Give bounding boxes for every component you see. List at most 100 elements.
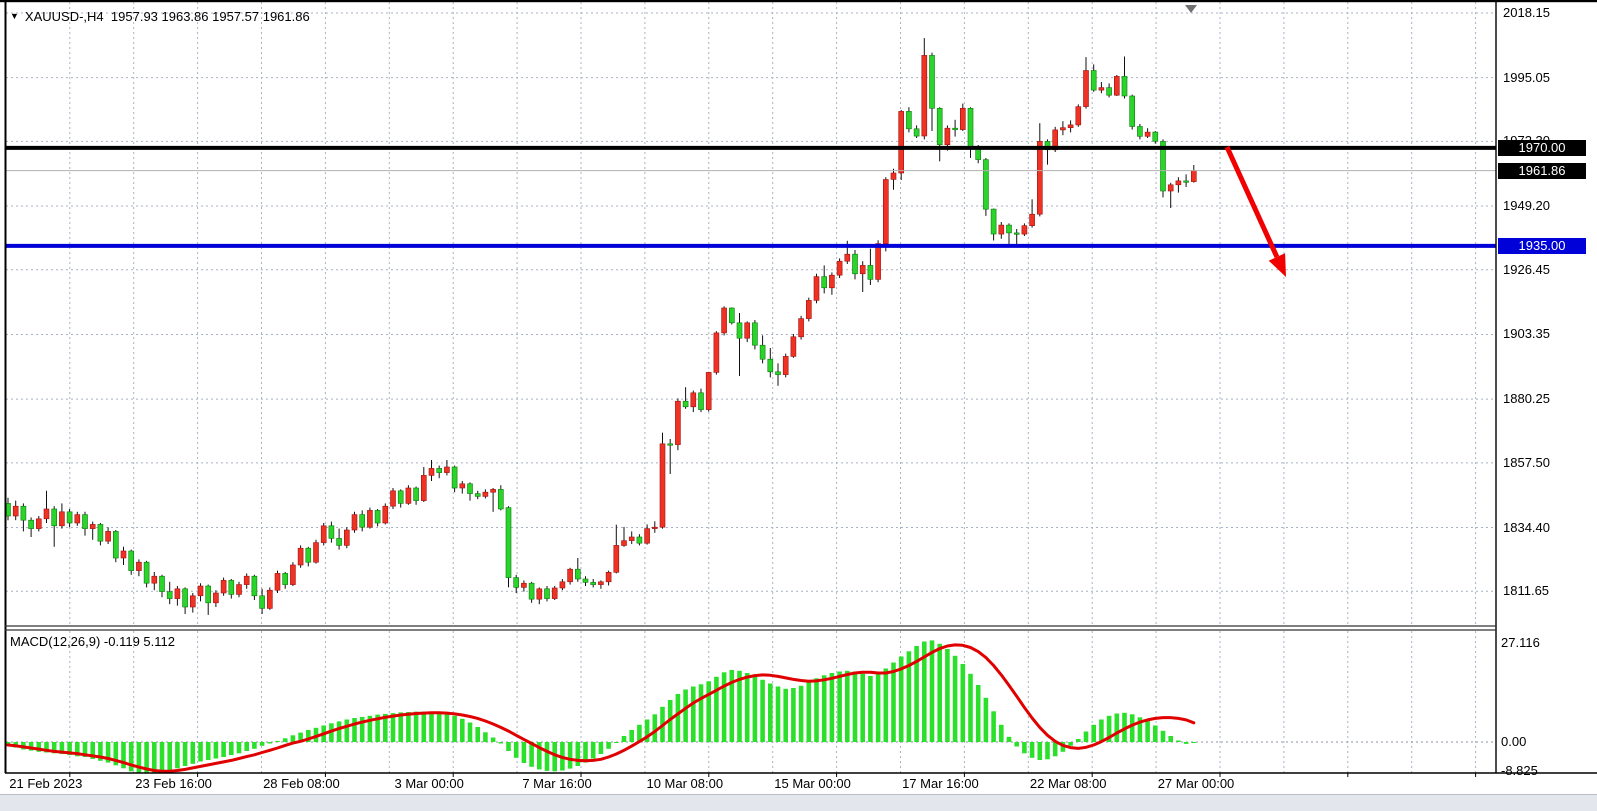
macd-bar <box>1083 731 1089 742</box>
macd-bar <box>105 742 111 763</box>
candle <box>1191 170 1197 182</box>
macd-bar <box>775 686 781 742</box>
candle <box>1106 87 1112 96</box>
macd-bar <box>922 641 927 742</box>
candle <box>767 358 774 373</box>
macd-bar <box>190 742 196 764</box>
candle <box>197 585 204 597</box>
price-axis-label: 1903.35 <box>1503 326 1550 342</box>
macd-bar <box>1045 742 1050 760</box>
macd-bar <box>729 670 735 742</box>
candle <box>713 332 720 373</box>
time-axis-label: 21 Feb 2023 <box>9 776 83 791</box>
macd-bar <box>698 684 704 743</box>
candle <box>875 243 881 280</box>
macd-bar <box>221 742 226 757</box>
candle <box>343 529 350 546</box>
macd-bar <box>1076 739 1081 742</box>
window-left-border <box>4 0 7 773</box>
candle <box>359 514 366 528</box>
macd-bar <box>791 688 796 742</box>
macd-bar <box>406 712 411 742</box>
macd-bar <box>483 732 488 743</box>
trend-arrow-shaft[interactable] <box>1224 145 1280 258</box>
time-axis-label: 3 Mar 00:00 <box>394 776 464 791</box>
macd-bar <box>1129 714 1135 743</box>
candle <box>667 443 674 446</box>
macd-bar <box>167 742 172 771</box>
macd-bar <box>821 675 827 743</box>
macd-bar <box>1091 724 1096 743</box>
macd-bar <box>436 712 442 743</box>
macd-bar <box>1068 742 1073 746</box>
time-axis-label: 22 Mar 08:00 <box>1029 776 1107 791</box>
candle <box>636 536 643 544</box>
macd-bar <box>267 742 273 744</box>
candle <box>374 510 381 524</box>
macd-bar <box>683 689 688 742</box>
candle <box>1183 180 1189 183</box>
macd-bar <box>960 664 966 742</box>
price-axis-label: 1857.50 <box>1503 454 1550 470</box>
macd-bar <box>768 683 773 742</box>
candle <box>975 147 982 160</box>
candle <box>513 577 520 588</box>
candle <box>43 508 50 520</box>
macd-bar <box>144 742 149 773</box>
candle <box>297 547 304 566</box>
time-axis-label: 27 Mar 00:00 <box>1157 776 1235 791</box>
candle <box>282 573 289 585</box>
price-axis-label: 1926.45 <box>1503 261 1550 277</box>
time-axis-label: 7 Mar 16:00 <box>522 776 592 791</box>
candle <box>151 575 158 584</box>
window-top-border <box>0 0 1597 3</box>
candle <box>721 307 727 334</box>
candle <box>752 322 758 346</box>
candle <box>467 483 473 494</box>
macd-bar <box>875 673 881 743</box>
macd-bar <box>606 742 611 749</box>
trend-arrow-head[interactable] <box>1268 253 1286 277</box>
macd-bar <box>644 719 650 742</box>
candle <box>159 575 165 592</box>
macd-bar <box>444 713 450 742</box>
macd-bar <box>1106 715 1112 743</box>
candle <box>1160 141 1166 192</box>
macd-bar <box>614 742 619 743</box>
time-axis-label: 15 Mar 00:00 <box>774 776 851 791</box>
macd-bar <box>629 730 634 742</box>
candle <box>290 564 296 585</box>
candle <box>705 372 712 410</box>
candle <box>474 493 481 497</box>
macd-bar <box>182 742 188 766</box>
candle <box>1129 95 1135 127</box>
candle <box>1137 126 1143 137</box>
candle <box>266 589 273 609</box>
candle <box>259 595 265 609</box>
candle <box>136 561 142 571</box>
candle <box>351 514 358 531</box>
candle <box>397 490 404 504</box>
candle <box>859 265 866 275</box>
macd-bar <box>490 737 496 742</box>
macd-bar <box>336 721 342 742</box>
candle <box>236 584 242 595</box>
candle <box>775 371 781 375</box>
candle <box>213 592 219 604</box>
macd-bar <box>36 742 42 752</box>
chart-shift-marker[interactable] <box>1185 5 1197 13</box>
time-axis-label: 10 Mar 08:00 <box>646 776 724 791</box>
candle <box>35 518 42 529</box>
macd-bar <box>28 742 34 751</box>
candle <box>805 300 812 319</box>
candle <box>598 581 604 585</box>
candle <box>413 487 419 501</box>
candle <box>613 545 620 573</box>
candle <box>759 344 766 360</box>
macd-bar <box>675 694 681 742</box>
candle <box>913 128 920 137</box>
macd-bar <box>121 742 126 769</box>
candle <box>952 127 958 130</box>
candle <box>967 108 974 149</box>
